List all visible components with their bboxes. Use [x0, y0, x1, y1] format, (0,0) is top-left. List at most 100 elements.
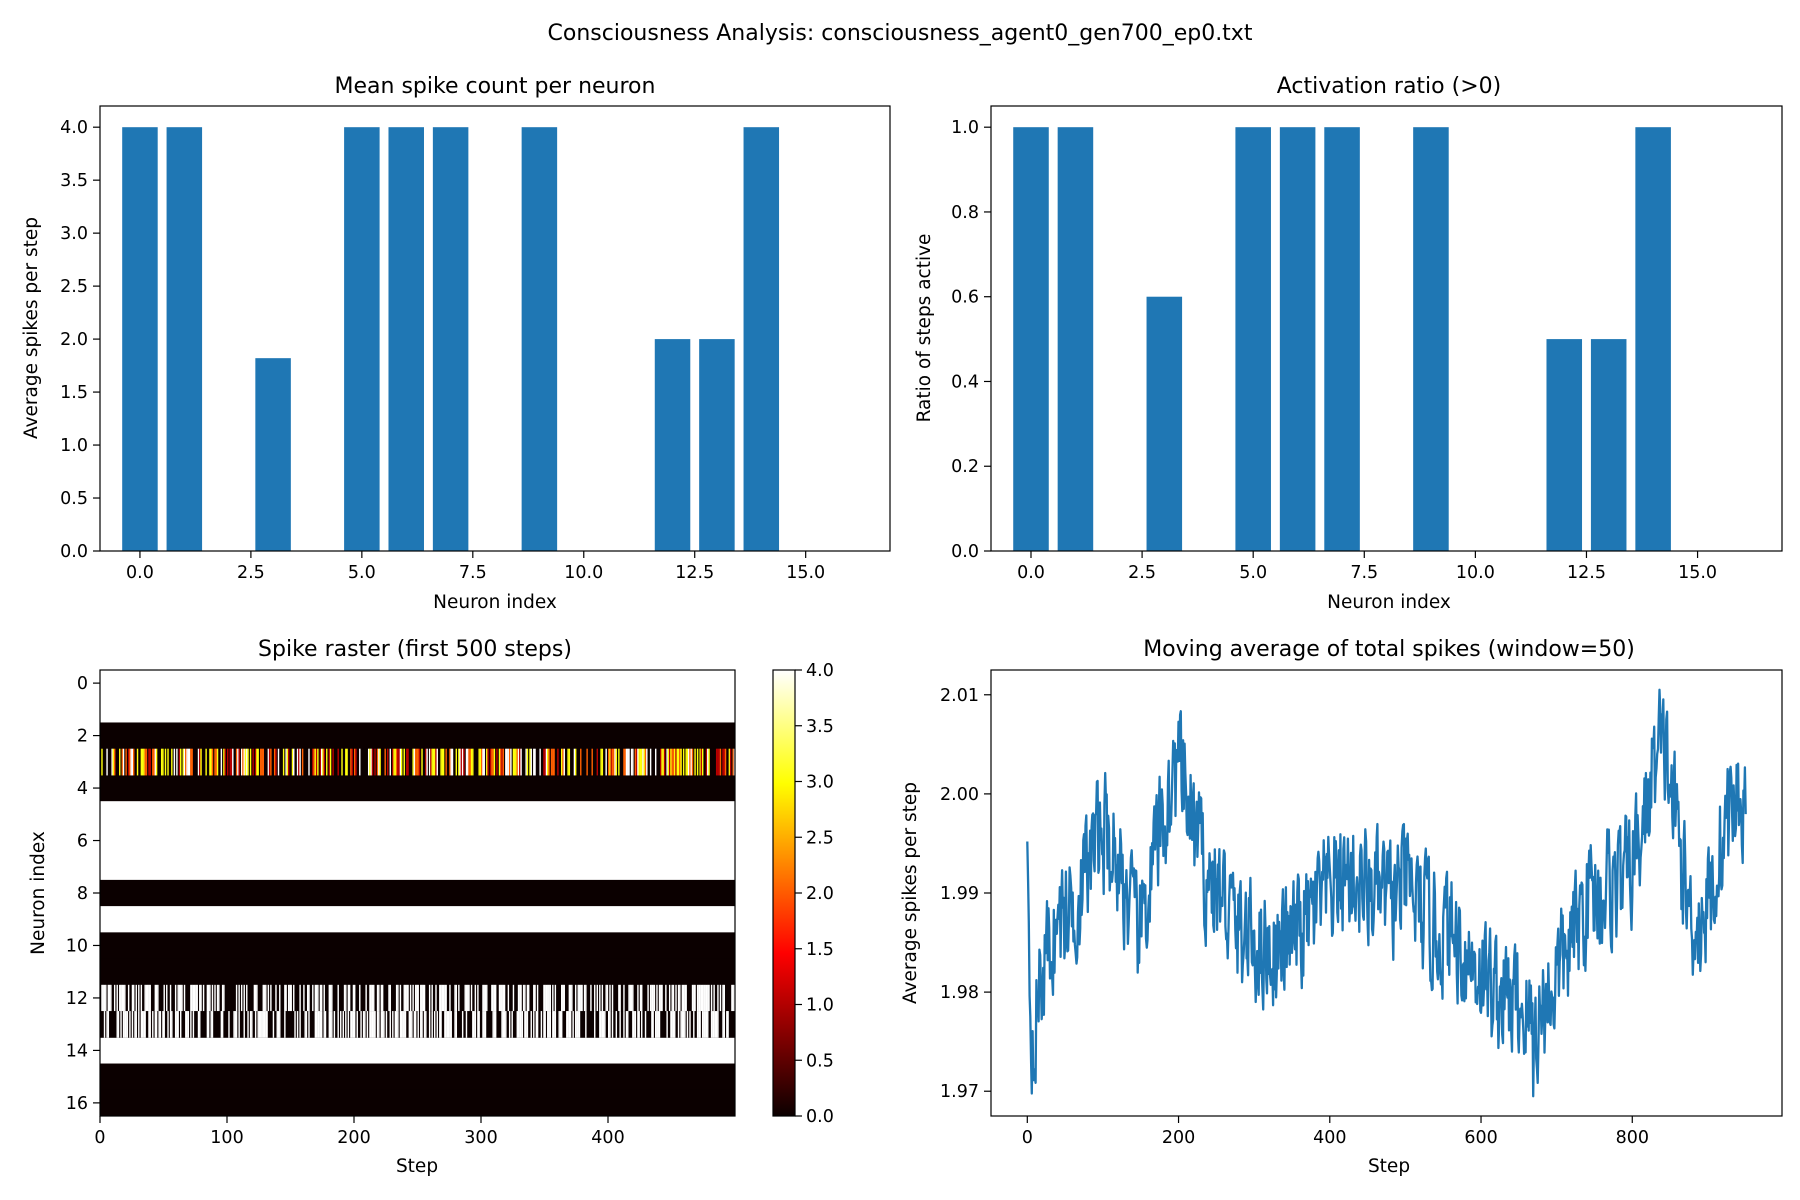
raster-cell: [717, 748, 719, 776]
y-tick-label: 1.98: [940, 983, 979, 1003]
y-tick-label: 2.01: [940, 686, 979, 706]
raster-cell: [202, 984, 205, 1012]
raster-cell: [399, 748, 402, 776]
raster-cell: [140, 984, 143, 1012]
raster-cell: [320, 984, 323, 1012]
raster-cell: [674, 748, 676, 776]
raster-cell: [352, 1011, 355, 1038]
raster-cell: [713, 1011, 715, 1038]
raster-cell: [637, 984, 639, 1012]
raster-cell: [200, 748, 202, 776]
raster-cell: [502, 748, 505, 776]
raster-cell: [465, 984, 468, 1012]
raster-cell: [710, 984, 713, 1012]
raster-cell: [312, 748, 314, 776]
raster-cell: [380, 1011, 383, 1038]
raster-cell: [154, 984, 157, 1012]
raster-cell: [719, 748, 722, 776]
raster-cell: [126, 1011, 129, 1038]
raster-cell: [605, 984, 607, 1012]
bar-neuron-7: [432, 127, 469, 551]
spike-raster-chart-title: Spike raster (first 500 steps): [258, 637, 572, 662]
raster-cell: [686, 1011, 689, 1038]
raster-cell: [689, 748, 691, 776]
bar-neuron-0: [1013, 127, 1049, 551]
raster-cell: [221, 984, 224, 1012]
raster-cell: [354, 1011, 356, 1038]
raster-cell: [502, 1011, 505, 1038]
raster-cell: [514, 748, 516, 776]
raster-cell: [609, 984, 611, 1012]
raster-cell: [346, 748, 348, 776]
raster-cell: [539, 748, 541, 776]
raster-cell: [494, 1011, 497, 1038]
raster-cell: [672, 1011, 675, 1038]
raster-cell: [125, 1011, 127, 1038]
raster-cell: [533, 1011, 535, 1038]
raster-cell: [320, 748, 323, 776]
y-tick-label: 10: [66, 936, 88, 956]
raster-cell: [228, 1011, 230, 1038]
x-tick-label: 0.0: [1017, 563, 1045, 583]
raster-cell: [331, 1011, 333, 1038]
raster-cell: [439, 1011, 441, 1038]
activation-ratio-ylabel: Ratio of steps active: [914, 234, 935, 423]
raster-cell: [428, 748, 431, 776]
raster-cell: [600, 1011, 602, 1038]
raster-cell: [416, 748, 418, 776]
raster-cell: [714, 1011, 717, 1038]
raster-cell: [400, 1011, 403, 1038]
raster-cell: [253, 984, 256, 1012]
raster-cell: [491, 984, 493, 1012]
raster-cell: [698, 1011, 700, 1038]
raster-cell: [337, 748, 339, 776]
raster-cell: [510, 748, 512, 776]
raster-cell: [591, 748, 593, 776]
raster-cell: [656, 1011, 658, 1038]
raster-cell: [637, 1011, 639, 1038]
raster-cell: [694, 984, 696, 1012]
raster-cell: [258, 1011, 261, 1038]
raster-cell: [637, 748, 639, 776]
raster-cell: [547, 984, 549, 1012]
x-tick-label: 2.5: [237, 563, 265, 583]
raster-cell: [298, 748, 300, 776]
raster-cell: [362, 1011, 365, 1038]
raster-cell: [369, 984, 371, 1012]
raster-cell: [167, 748, 169, 776]
raster-cell: [131, 748, 134, 776]
raster-cell: [470, 984, 473, 1012]
raster-cell: [319, 984, 322, 1012]
raster-cell: [181, 984, 183, 1012]
raster-cell: [199, 984, 201, 1012]
raster-cell: [444, 1011, 446, 1038]
raster-cell: [526, 748, 529, 776]
raster-cell: [378, 748, 380, 776]
raster-cell: [694, 748, 696, 776]
raster-cell: [345, 748, 347, 776]
raster-cell: [247, 1011, 249, 1038]
raster-cell: [641, 748, 643, 776]
raster-cell: [180, 1011, 182, 1038]
raster-cell: [701, 748, 704, 776]
raster-cell: [177, 1011, 179, 1038]
raster-cell: [190, 1011, 192, 1038]
raster-row-neuron-7: [100, 853, 735, 881]
raster-cell: [318, 1011, 320, 1038]
raster-row-neuron-5: [100, 801, 735, 828]
raster-cell: [207, 1011, 210, 1038]
raster-cell: [724, 748, 727, 776]
bar-neuron-9: [1413, 127, 1449, 551]
raster-cell: [638, 1011, 640, 1038]
raster-cell: [312, 984, 314, 1012]
x-tick-label: 400: [1313, 1128, 1346, 1148]
colorbar-tick-label: 2.0: [806, 884, 834, 904]
raster-cell: [502, 984, 505, 1012]
raster-cell: [517, 984, 520, 1012]
raster-cell: [279, 1011, 281, 1038]
raster-cell: [449, 984, 451, 1012]
raster-cell: [329, 748, 332, 776]
raster-cell: [693, 1011, 695, 1038]
raster-cell: [654, 1011, 657, 1038]
raster-cell: [188, 748, 191, 776]
